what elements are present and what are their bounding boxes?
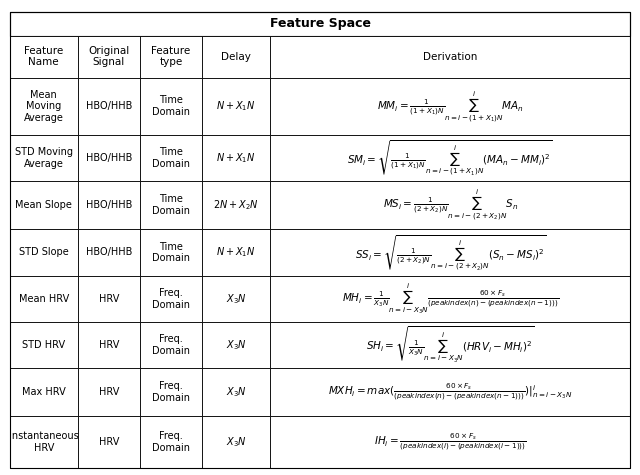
Bar (202, 181, 270, 228)
Text: $X_3N$: $X_3N$ (226, 338, 246, 352)
Bar (140, 228, 202, 276)
Bar (78, 368, 140, 416)
Bar (270, 181, 630, 228)
Bar (78, 276, 140, 322)
Bar (10, 36, 78, 77)
Bar (202, 368, 270, 416)
Bar (10, 368, 78, 416)
Bar (10, 181, 78, 228)
Text: HRV: HRV (99, 294, 119, 304)
Text: Mean
Moving
Average: Mean Moving Average (24, 90, 64, 123)
Text: STD Moving
Average: STD Moving Average (15, 147, 73, 169)
Bar (140, 36, 202, 77)
Text: HRV: HRV (99, 437, 119, 447)
Bar (202, 228, 270, 276)
Text: $X_3N$: $X_3N$ (226, 385, 246, 399)
Text: Time
Domain: Time Domain (152, 95, 190, 117)
Text: $SS_i = \sqrt{\frac{1}{(2+X_2)N}\sum_{n=i-(2+X_2)N}^{i}(S_n - MS_i)^2}$: $SS_i = \sqrt{\frac{1}{(2+X_2)N}\sum_{n=… (355, 233, 546, 272)
Text: Freq.
Domain: Freq. Domain (152, 334, 190, 356)
Bar (270, 276, 630, 322)
Bar (140, 276, 202, 322)
Bar (78, 416, 140, 468)
Bar (78, 181, 140, 228)
Text: Max HRV: Max HRV (22, 387, 66, 397)
Text: HBO/HHB: HBO/HHB (86, 200, 132, 210)
Bar (202, 36, 270, 77)
Text: Freq.
Domain: Freq. Domain (152, 431, 190, 453)
Text: Derivation: Derivation (423, 52, 477, 62)
Bar (202, 135, 270, 181)
Bar (140, 368, 202, 416)
Bar (270, 322, 630, 368)
Bar (78, 135, 140, 181)
Bar (202, 416, 270, 468)
Bar (270, 135, 630, 181)
Text: Feature
Name: Feature Name (24, 46, 63, 67)
Bar (270, 36, 630, 77)
Text: Delay: Delay (221, 52, 251, 62)
Text: Time
Domain: Time Domain (152, 194, 190, 216)
Bar (140, 181, 202, 228)
Text: $2N + X_2N$: $2N + X_2N$ (213, 198, 259, 212)
Text: $MM_i = \frac{1}{(1+X_1)N}\sum_{n=i-(1+X_1)N}^{i} MA_n$: $MM_i = \frac{1}{(1+X_1)N}\sum_{n=i-(1+X… (377, 89, 524, 124)
Bar (270, 368, 630, 416)
Text: $MH_i = \frac{1}{X_3N}\sum_{n=i-X_3N}^{i}\frac{60\times F_s}{(peakindex(n)-(peak: $MH_i = \frac{1}{X_3N}\sum_{n=i-X_3N}^{i… (342, 282, 559, 316)
Text: HRV: HRV (99, 340, 119, 350)
Text: HBO/HHB: HBO/HHB (86, 101, 132, 111)
Bar (10, 276, 78, 322)
Text: HBO/HHB: HBO/HHB (86, 247, 132, 257)
Text: Feature
type: Feature type (152, 46, 191, 67)
Text: Freq.
Domain: Freq. Domain (152, 288, 190, 310)
Text: $X_3N$: $X_3N$ (226, 292, 246, 306)
Bar (10, 322, 78, 368)
Text: STD HRV: STD HRV (22, 340, 65, 350)
Text: $SM_i = \sqrt{\frac{1}{(1+X_1)N}\sum_{n=i-(1+X_1)N}^{i}(MA_n - MM_i)^2}$: $SM_i = \sqrt{\frac{1}{(1+X_1)N}\sum_{n=… (348, 138, 554, 177)
Bar (10, 77, 78, 135)
Bar (202, 276, 270, 322)
Text: $MXH_i = max(\frac{60\times F_s}{(peakindex(n)-(peakindex(n-1)))})|_{n=i-X_3N}^{: $MXH_i = max(\frac{60\times F_s}{(peakin… (328, 381, 573, 403)
Bar (78, 228, 140, 276)
Text: $SH_i = \sqrt{\frac{1}{X_3N}\sum_{n=i-X_3N}^{i}(HRV_i - MH_i)^2}$: $SH_i = \sqrt{\frac{1}{X_3N}\sum_{n=i-X_… (366, 325, 534, 365)
Text: $MS_i = \frac{1}{(2+X_2)N}\sum_{n=i-(2+X_2)N}^{i} S_n$: $MS_i = \frac{1}{(2+X_2)N}\sum_{n=i-(2+X… (383, 187, 518, 222)
Text: $X_3N$: $X_3N$ (226, 435, 246, 449)
Bar (270, 416, 630, 468)
Bar (10, 416, 78, 468)
Bar (10, 135, 78, 181)
Text: STD Slope: STD Slope (19, 247, 68, 257)
Text: $N + X_1N$: $N + X_1N$ (216, 99, 256, 113)
Text: Instantaneous
HRV: Instantaneous HRV (9, 431, 79, 453)
Text: Freq.
Domain: Freq. Domain (152, 381, 190, 403)
Text: HBO/HHB: HBO/HHB (86, 153, 132, 163)
Bar (270, 228, 630, 276)
Text: HRV: HRV (99, 387, 119, 397)
Bar (10, 228, 78, 276)
Bar (10, 12, 630, 36)
Text: Mean Slope: Mean Slope (15, 200, 72, 210)
Text: Original
Signal: Original Signal (88, 46, 129, 67)
Bar (140, 322, 202, 368)
Text: Time
Domain: Time Domain (152, 147, 190, 169)
Text: Mean HRV: Mean HRV (19, 294, 69, 304)
Bar (78, 77, 140, 135)
Bar (202, 77, 270, 135)
Bar (78, 322, 140, 368)
Text: Time
Domain: Time Domain (152, 241, 190, 263)
Bar (140, 135, 202, 181)
Text: $IH_i = \frac{60\times F_s}{(peakindex(i)-(peakindex(i-1)))}$: $IH_i = \frac{60\times F_s}{(peakindex(i… (374, 431, 527, 453)
Bar (140, 416, 202, 468)
Text: Feature Space: Feature Space (269, 17, 371, 30)
Bar (270, 77, 630, 135)
Bar (78, 36, 140, 77)
Bar (202, 322, 270, 368)
Text: $N + X_1N$: $N + X_1N$ (216, 151, 256, 165)
Text: $N + X_1N$: $N + X_1N$ (216, 246, 256, 259)
Bar (140, 77, 202, 135)
